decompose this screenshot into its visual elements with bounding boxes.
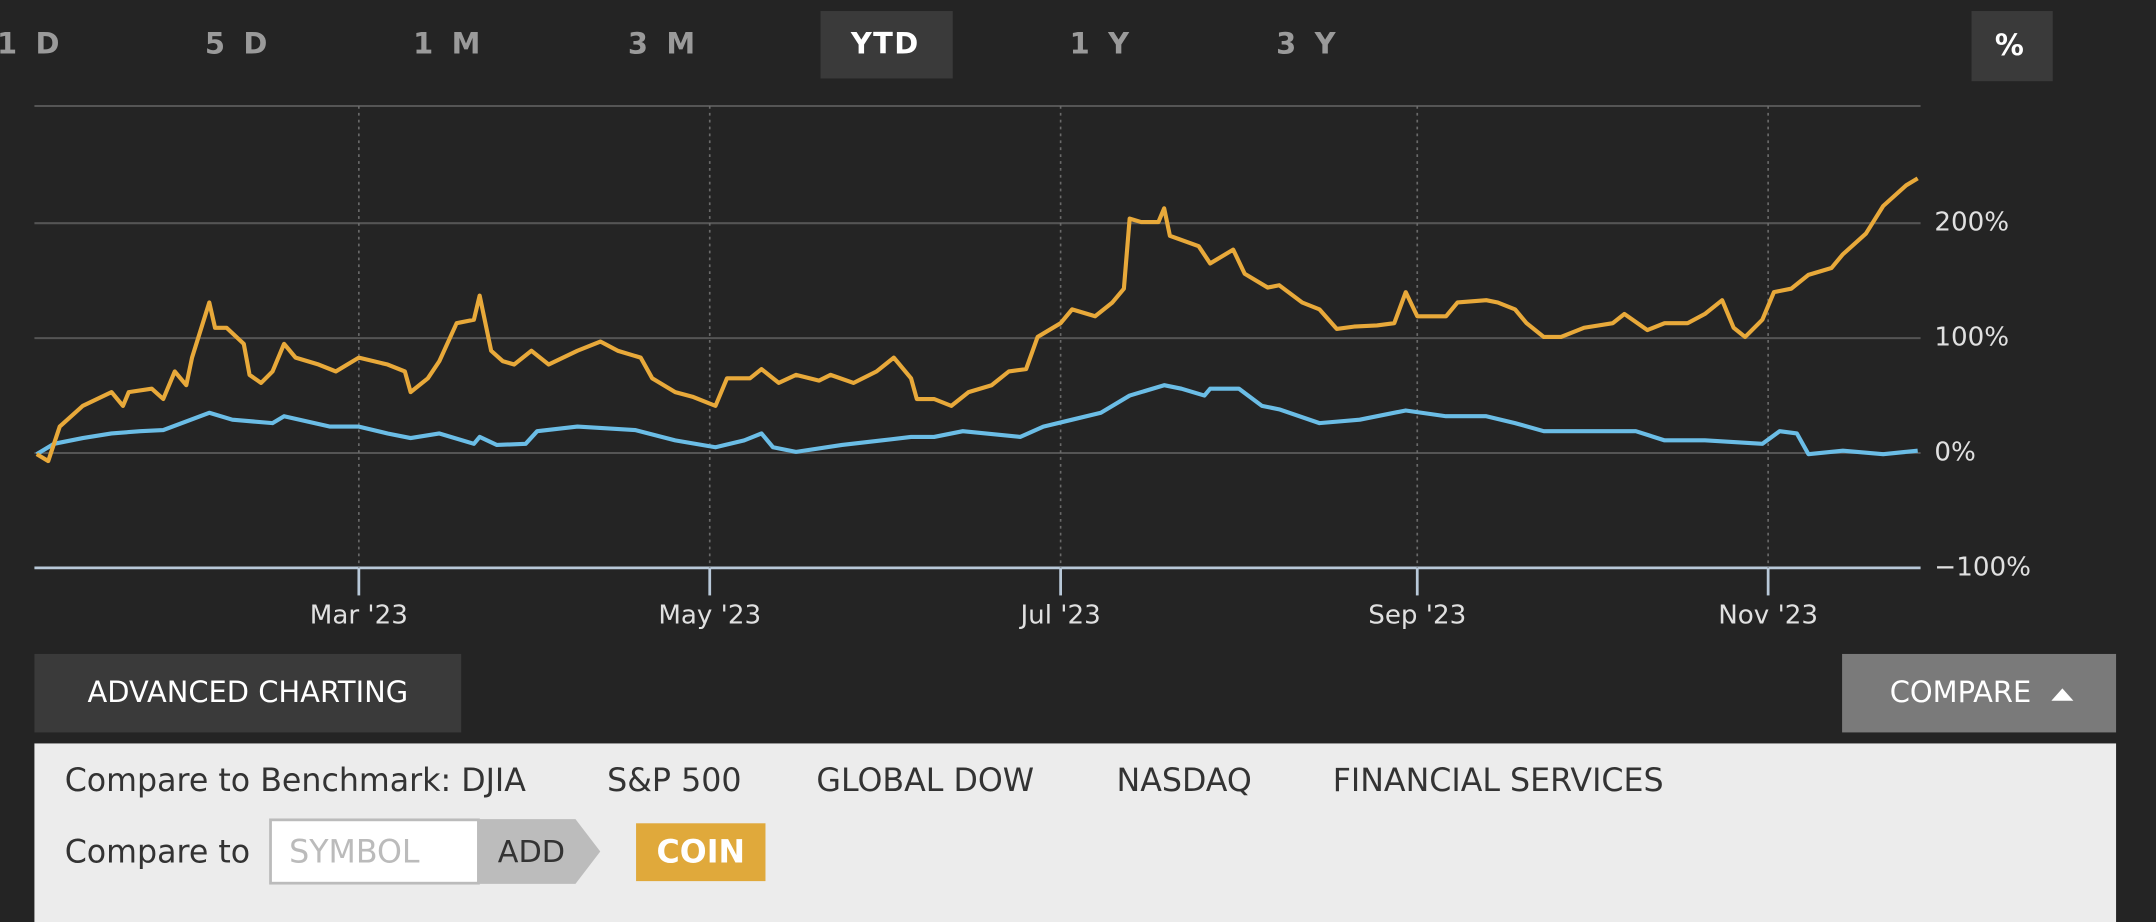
symbol-chip[interactable] <box>636 823 766 882</box>
symbol-chip-label[interactable]: COIN <box>657 835 745 871</box>
x-tick-label: Jul '23 <box>1018 601 1100 631</box>
x-tick-label: Nov '23 <box>1718 601 1818 631</box>
active-tab-bg <box>820 11 953 79</box>
percent-toggle-bg[interactable] <box>1971 11 2053 82</box>
series-line <box>35 383 1918 457</box>
y-tick-label: 200% <box>1934 208 2009 238</box>
benchmark-label: Compare to Benchmark: <box>65 763 451 799</box>
plot: −100% 0% 100% 200% Mar '23 May '23 Jul '23 Sep … <box>34 106 2031 631</box>
tab-active[interactable]: YTD <box>850 26 920 60</box>
tab[interactable]: 3 Y <box>1276 26 1340 60</box>
series-line <box>35 176 1919 464</box>
symbol-label: Compare to <box>65 835 250 871</box>
y-tick-label: −100% <box>1934 552 2031 582</box>
x-tick-label: May '23 <box>658 601 761 631</box>
percent-toggle[interactable]: % <box>1995 28 2028 62</box>
add-button[interactable] <box>477 819 601 884</box>
advanced-charting-label[interactable]: ADVANCED CHARTING <box>88 675 409 709</box>
advanced-charting-button[interactable] <box>34 653 462 733</box>
tab[interactable]: 1 M <box>413 26 484 60</box>
tab[interactable]: 3 M <box>628 26 699 60</box>
add-label[interactable]: ADD <box>498 835 565 870</box>
benchmark-option[interactable]: DJIA <box>461 763 526 799</box>
compare-button[interactable] <box>1842 653 2117 733</box>
x-tick-label: Mar '23 <box>310 601 408 631</box>
tab[interactable]: 1 Y <box>1070 26 1134 60</box>
y-tick-label: 100% <box>1934 323 2009 353</box>
compare-caret[interactable] <box>2051 688 2074 701</box>
x-tick-label: Sep '23 <box>1368 601 1466 631</box>
tab[interactable]: 1 D <box>0 26 64 60</box>
compare-label[interactable]: COMPARE <box>1890 675 2032 709</box>
y-tick-label: 0% <box>1934 438 1975 468</box>
benchmark-option[interactable]: S&P 500 <box>607 763 741 799</box>
benchmark-option[interactable]: FINANCIAL SERVICES <box>1333 763 1664 799</box>
tab[interactable]: 5 D <box>205 26 272 60</box>
symbol-placeholder[interactable]: SYMBOL <box>289 835 420 871</box>
benchmark-option[interactable]: GLOBAL DOW <box>816 763 1034 799</box>
benchmark-option[interactable]: NASDAQ <box>1117 763 1252 799</box>
